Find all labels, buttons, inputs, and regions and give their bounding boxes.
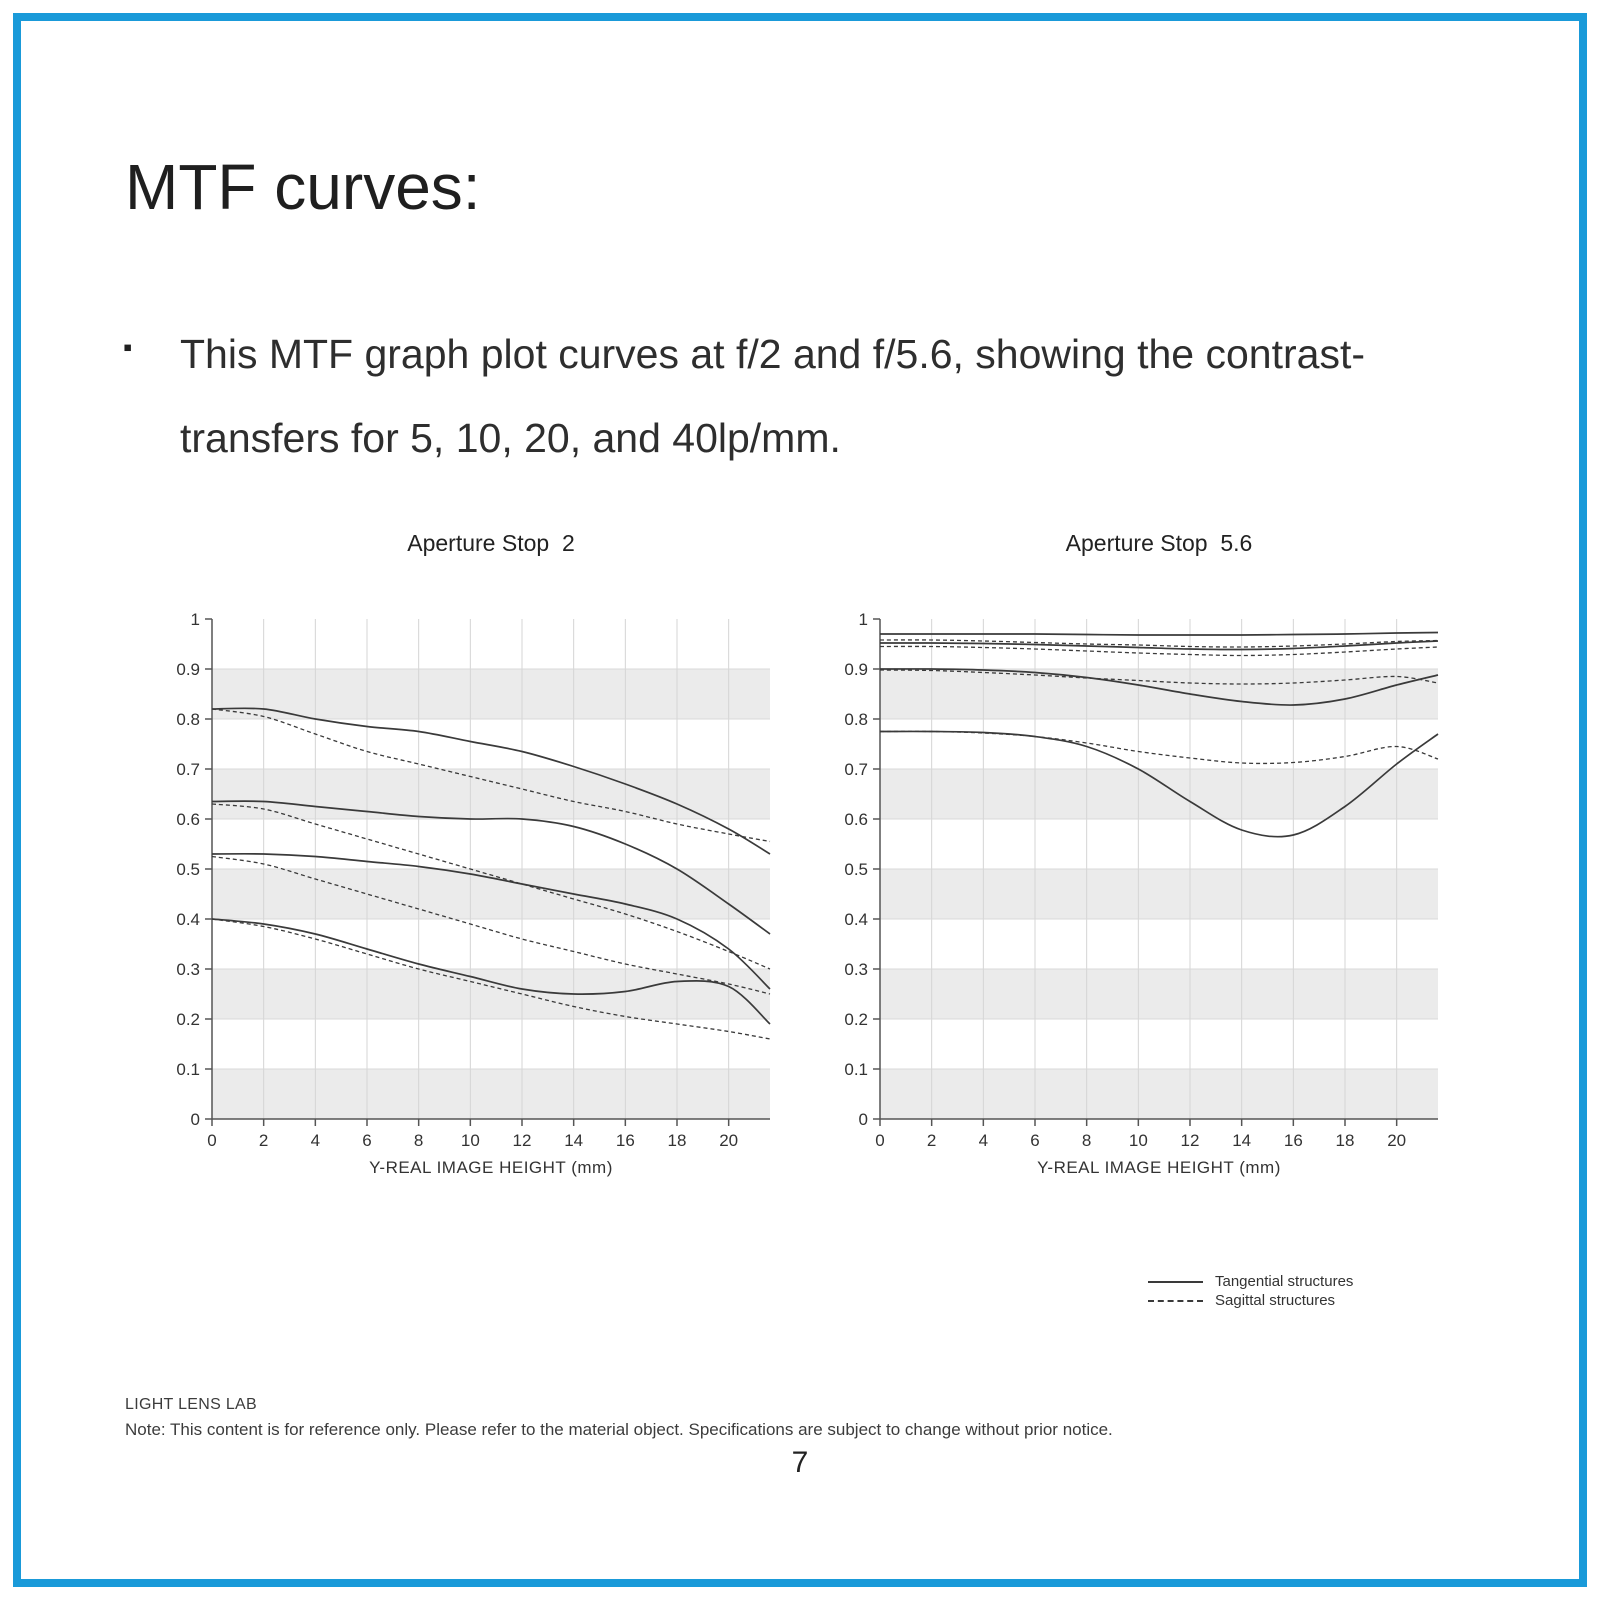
svg-text:0.4: 0.4 xyxy=(176,910,200,929)
svg-text:4: 4 xyxy=(311,1131,320,1150)
svg-text:4: 4 xyxy=(979,1131,988,1150)
legend-row-tangential: Tangential structures xyxy=(1148,1272,1353,1291)
svg-text:20: 20 xyxy=(719,1131,738,1150)
svg-text:0: 0 xyxy=(207,1131,216,1150)
svg-text:14: 14 xyxy=(564,1131,583,1150)
chart-title-f2: Aperture Stop 2 xyxy=(407,530,575,556)
chart-legend: Tangential structures Sagittal structure… xyxy=(1148,1272,1353,1310)
svg-text:0.3: 0.3 xyxy=(176,960,200,979)
svg-text:0.1: 0.1 xyxy=(844,1060,868,1079)
mtf-chart-f2: Aperture Stop 2 0 0.1 0.2 0.3 0.4 0.5 0.6 0.7 0.… xyxy=(167,530,780,1184)
svg-text:8: 8 xyxy=(414,1131,423,1150)
svg-text:2: 2 xyxy=(259,1131,268,1150)
svg-text:0.5: 0.5 xyxy=(176,860,200,879)
svg-text:1: 1 xyxy=(191,610,200,629)
tangential-line-icon xyxy=(1148,1280,1203,1283)
footer-note: Note: This content is for reference only… xyxy=(125,1420,1113,1439)
sagittal-line-icon xyxy=(1148,1299,1203,1302)
svg-text:0.1: 0.1 xyxy=(176,1060,200,1079)
svg-text:18: 18 xyxy=(1336,1131,1355,1150)
svg-text:Y-REAL IMAGE HEIGHT (mm): Y-REAL IMAGE HEIGHT (mm) xyxy=(1037,1158,1281,1177)
svg-text:8: 8 xyxy=(1082,1131,1091,1150)
svg-text:0.7: 0.7 xyxy=(844,760,868,779)
svg-text:20: 20 xyxy=(1387,1131,1406,1150)
legend-label-sagittal: Sagittal structures xyxy=(1215,1292,1336,1309)
svg-text:16: 16 xyxy=(1284,1131,1303,1150)
bullet-text: This MTF graph plot curves at f/2 and f/… xyxy=(180,331,1365,462)
svg-text:0.2: 0.2 xyxy=(844,1010,868,1029)
svg-text:0.7: 0.7 xyxy=(176,760,200,779)
svg-text:0.2: 0.2 xyxy=(176,1010,200,1029)
svg-text:Y-REAL IMAGE HEIGHT (mm): Y-REAL IMAGE HEIGHT (mm) xyxy=(369,1158,613,1177)
bullet-item: ▪ This MTF graph plot curves at f/2 and … xyxy=(123,312,1423,480)
page-number: 7 xyxy=(791,1446,809,1479)
svg-text:18: 18 xyxy=(668,1131,687,1150)
svg-text:12: 12 xyxy=(1181,1131,1200,1150)
svg-text:2: 2 xyxy=(927,1131,936,1150)
mtf-chart-f56: Aperture Stop 5.6 0 0.1 0.2 0.3 0.4 0.5 0.6 0.7… xyxy=(835,530,1448,1184)
svg-text:14: 14 xyxy=(1232,1131,1251,1150)
svg-text:0: 0 xyxy=(859,1110,868,1129)
footer: LIGHT LENS LAB Note: This content is for… xyxy=(125,1396,1113,1440)
svg-text:0: 0 xyxy=(875,1131,884,1150)
svg-text:6: 6 xyxy=(1030,1131,1039,1150)
legend-row-sagittal: Sagittal structures xyxy=(1148,1291,1353,1310)
svg-text:0.4: 0.4 xyxy=(844,910,868,929)
svg-text:6: 6 xyxy=(362,1131,371,1150)
svg-text:0.3: 0.3 xyxy=(844,960,868,979)
svg-text:0.6: 0.6 xyxy=(844,810,868,829)
svg-text:0.8: 0.8 xyxy=(844,710,868,729)
chart-title-f56: Aperture Stop 5.6 xyxy=(1065,530,1253,556)
svg-text:0.9: 0.9 xyxy=(844,660,868,679)
svg-text:10: 10 xyxy=(461,1131,480,1150)
svg-text:0.9: 0.9 xyxy=(176,660,200,679)
footer-brand: LIGHT LENS LAB xyxy=(125,1396,257,1413)
svg-text:10: 10 xyxy=(1129,1131,1148,1150)
svg-text:1: 1 xyxy=(859,610,868,629)
page-title: MTF curves: xyxy=(125,151,481,223)
svg-text:16: 16 xyxy=(616,1131,635,1150)
legend-label-tangential: Tangential structures xyxy=(1215,1273,1354,1290)
mtf-chart-f56-plot: 00.10.20.30.40.50.60.70.80.910 2 4 6 8 10 12 14… xyxy=(844,610,1439,1177)
svg-text:0.6: 0.6 xyxy=(176,810,200,829)
svg-text:0.8: 0.8 xyxy=(176,710,200,729)
bullet-square-icon: ▪ xyxy=(123,332,133,362)
mtf-chart-f2-plot: 00.10.20.30.40.50.60.70.80.910 2 4 6 8 10 12 14… xyxy=(176,610,771,1177)
svg-text:12: 12 xyxy=(513,1131,532,1150)
svg-text:0.5: 0.5 xyxy=(844,860,868,879)
svg-text:0: 0 xyxy=(191,1110,200,1129)
